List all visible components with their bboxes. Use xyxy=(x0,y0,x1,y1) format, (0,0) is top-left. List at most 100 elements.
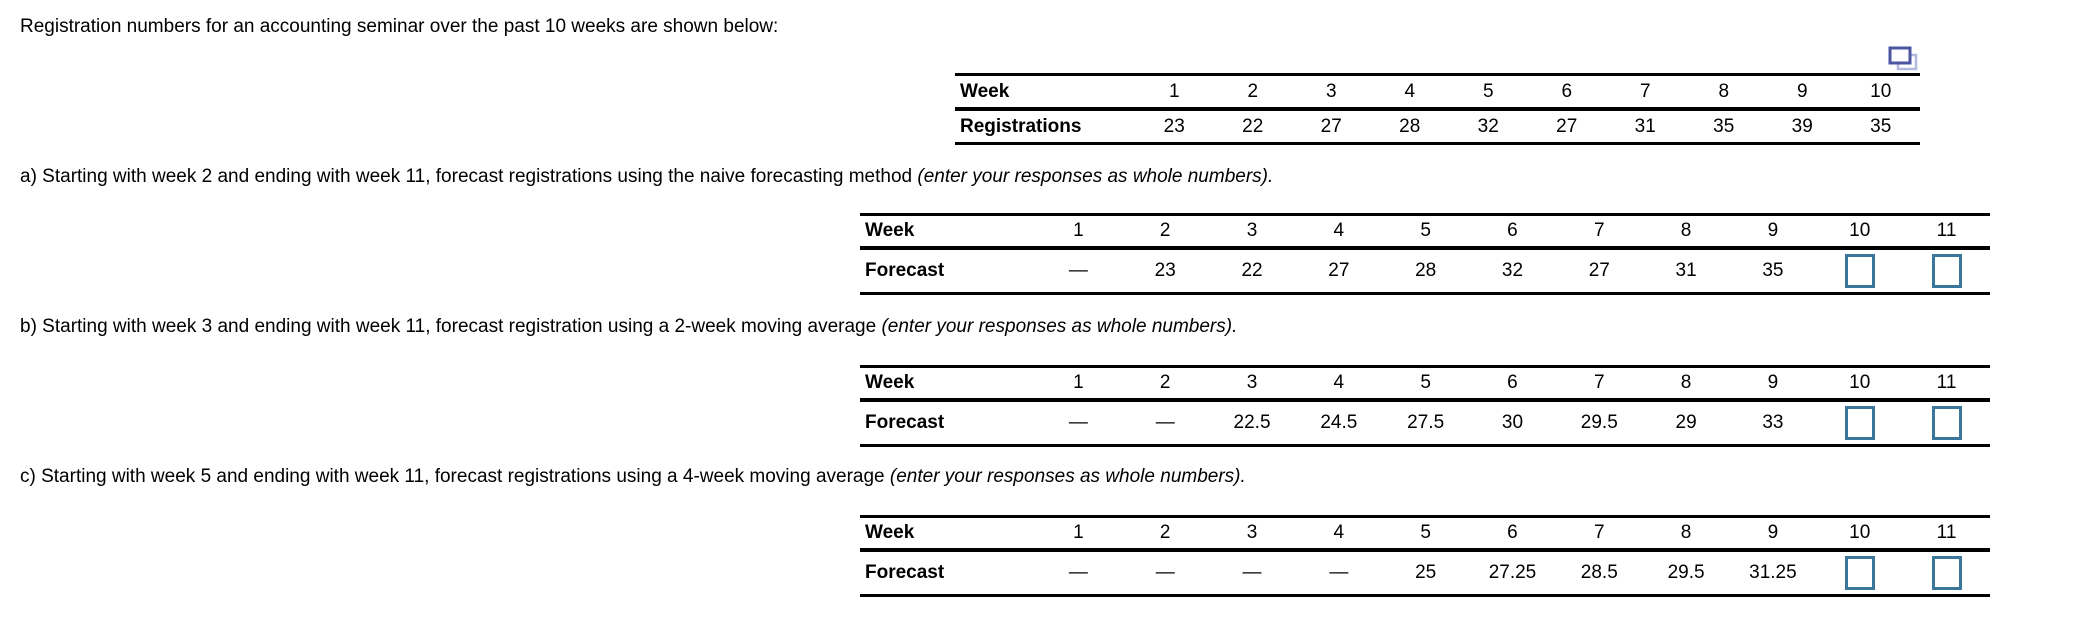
forecast-a-week-11-input[interactable] xyxy=(1931,254,1962,288)
forecast-c-week-10-input[interactable] xyxy=(1844,556,1875,590)
week-cell: 3 xyxy=(1246,522,1258,543)
week-cell: 11 xyxy=(1936,522,1957,543)
forecast-cell: 28 xyxy=(1415,260,1437,281)
forecast-cell: 27 xyxy=(1328,260,1350,281)
week-cell: 4 xyxy=(1333,372,1345,393)
forecast-table-a-week-row: Week 1 2 3 4 5 6 7 8 9 10 11 xyxy=(860,216,1990,250)
registration-cell: 32 xyxy=(1477,115,1499,137)
forecast-cell: 31 xyxy=(1675,260,1697,281)
forecast-table-c-week-row: Week 1 2 3 4 5 6 7 8 9 10 11 xyxy=(860,518,1990,552)
registration-cell: 39 xyxy=(1791,115,1813,137)
forecast-input-cell xyxy=(1816,556,1903,590)
row-label-week: Week xyxy=(960,80,1010,102)
week-cell: 2 xyxy=(1159,220,1171,241)
forecast-cell: 30 xyxy=(1501,412,1524,433)
forecast-cell: 29.5 xyxy=(1580,412,1618,433)
week-cell: 4 xyxy=(1333,522,1345,543)
week-cell: 9 xyxy=(1767,220,1779,241)
forecast-table-b-week-row: Week 1 2 3 4 5 6 7 8 9 10 11 xyxy=(860,368,1990,402)
forecast-cell: — xyxy=(1068,562,1088,583)
registration-cell: 35 xyxy=(1713,115,1735,137)
forecast-cell: 27.5 xyxy=(1407,412,1445,433)
registrations-table-values-row: Registrations 23 22 27 28 32 27 31 35 39… xyxy=(955,111,1920,142)
part-c-prompt-text: c) Starting with week 5 and ending with … xyxy=(20,466,890,487)
week-cell: 10 xyxy=(1849,220,1871,241)
copy-icon-glyph xyxy=(1888,46,1918,71)
week-cell: 9 xyxy=(1767,522,1779,543)
forecast-cell: — xyxy=(1068,412,1088,433)
part-c-prompt: c) Starting with week 5 and ending with … xyxy=(20,466,1246,488)
week-cell: 3 xyxy=(1246,372,1258,393)
week-cell: 10 xyxy=(1870,80,1892,102)
forecast-cell: 33 xyxy=(1762,412,1784,433)
forecast-input-cell xyxy=(1903,556,1990,590)
forecast-cell: 27 xyxy=(1588,260,1610,281)
forecast-input-cell xyxy=(1816,254,1903,288)
forecast-cell: — xyxy=(1242,562,1262,583)
week-cell: 1 xyxy=(1168,80,1180,102)
forecast-cell: 29.5 xyxy=(1667,562,1705,583)
week-cell: 5 xyxy=(1420,372,1431,393)
row-label-week: Week xyxy=(865,220,915,241)
row-label-week: Week xyxy=(865,522,915,543)
registrations-table: Week 1 2 3 4 5 6 7 8 9 10 Registrations … xyxy=(955,73,1920,145)
row-label-forecast: Forecast xyxy=(865,412,945,433)
week-cell: 2 xyxy=(1247,80,1259,102)
forecast-cell: — xyxy=(1155,412,1175,433)
forecast-table-c: Week 1 2 3 4 5 6 7 8 9 10 11 Forecast — … xyxy=(860,515,1990,597)
week-cell: 8 xyxy=(1718,80,1730,102)
week-cell: 3 xyxy=(1325,80,1337,102)
forecast-cell: — xyxy=(1068,260,1088,281)
forecast-input-cell xyxy=(1903,406,1990,440)
week-cell: 2 xyxy=(1159,522,1171,543)
week-cell: 5 xyxy=(1420,522,1431,543)
forecast-cell: 23 xyxy=(1154,260,1176,281)
forecast-cell: — xyxy=(1329,562,1349,583)
week-cell: 8 xyxy=(1680,220,1692,241)
page-title-text: Registration numbers for an accounting s… xyxy=(20,16,779,37)
row-label-registrations: Registrations xyxy=(960,115,1082,137)
week-cell: 11 xyxy=(1936,220,1957,241)
registrations-table-week-row: Week 1 2 3 4 5 6 7 8 9 10 xyxy=(955,76,1920,111)
week-cell: 1 xyxy=(1073,372,1084,393)
forecast-c-week-11-input[interactable] xyxy=(1931,556,1962,590)
week-cell: 6 xyxy=(1507,372,1518,393)
part-a-prompt: a) Starting with week 2 and ending with … xyxy=(20,166,1273,188)
week-cell: 9 xyxy=(1796,80,1808,102)
registration-cell: 22 xyxy=(1242,115,1264,137)
copy-icon[interactable] xyxy=(1888,46,1919,72)
part-b-prompt-text: b) Starting with week 3 and ending with … xyxy=(20,316,882,337)
forecast-cell: 24.5 xyxy=(1320,412,1358,433)
forecast-table-b: Week 1 2 3 4 5 6 7 8 9 10 11 Forecast — … xyxy=(860,365,1990,447)
row-label-week: Week xyxy=(865,372,915,393)
forecast-table-b-values-row: Forecast — — 22.5 24.5 27.5 30 29.5 29 3… xyxy=(860,402,1990,444)
forecast-a-week-10-input[interactable] xyxy=(1844,254,1875,288)
registration-cell: 23 xyxy=(1163,115,1185,137)
page-title: Registration numbers for an accounting s… xyxy=(20,16,778,38)
row-label-forecast: Forecast xyxy=(865,260,945,281)
registration-cell: 31 xyxy=(1634,115,1656,137)
forecast-input-cell xyxy=(1903,254,1990,288)
week-cell: 1 xyxy=(1073,220,1084,241)
week-cell: 7 xyxy=(1593,220,1605,241)
part-b-prompt: b) Starting with week 3 and ending with … xyxy=(20,316,1237,338)
forecast-cell: 25 xyxy=(1415,562,1437,583)
forecast-cell: 35 xyxy=(1762,260,1784,281)
registration-cell: 27 xyxy=(1320,115,1342,137)
week-cell: 10 xyxy=(1849,372,1871,393)
forecast-cell: 32 xyxy=(1501,260,1524,281)
week-cell: 7 xyxy=(1639,80,1651,102)
registration-cell: 28 xyxy=(1399,115,1421,137)
row-label-forecast: Forecast xyxy=(865,562,945,583)
part-a-prompt-text: a) Starting with week 2 and ending with … xyxy=(20,166,918,187)
week-cell: 6 xyxy=(1507,522,1518,543)
forecast-b-week-10-input[interactable] xyxy=(1844,406,1875,440)
forecast-b-week-11-input[interactable] xyxy=(1931,406,1962,440)
week-cell: 4 xyxy=(1333,220,1345,241)
week-cell: 8 xyxy=(1680,522,1692,543)
forecast-table-c-values-row: Forecast — — — — 25 27.25 28.5 29.5 31.2… xyxy=(860,552,1990,594)
week-cell: 9 xyxy=(1767,372,1779,393)
week-cell: 6 xyxy=(1507,220,1518,241)
forecast-cell: — xyxy=(1155,562,1175,583)
forecast-cell: 31.25 xyxy=(1749,562,1797,583)
